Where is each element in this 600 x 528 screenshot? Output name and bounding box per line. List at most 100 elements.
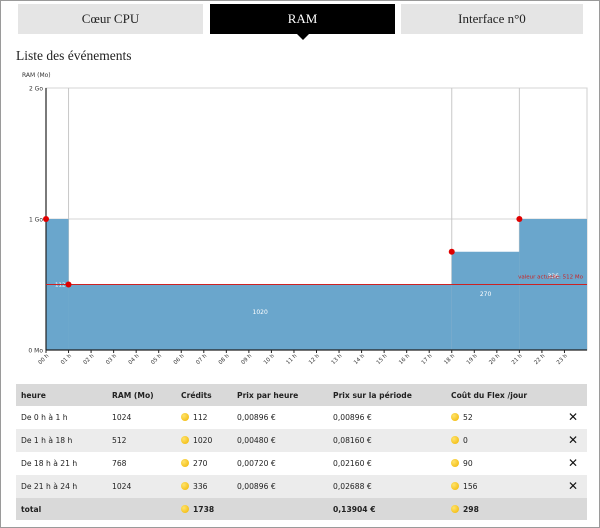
cell-actions: ✕ — [563, 429, 587, 452]
cell-ram: 1024 — [107, 475, 176, 498]
coin-icon — [181, 459, 189, 467]
cell-prix-heure: 0,00896 € — [232, 475, 328, 498]
cell-ram: 1024 — [112, 413, 132, 422]
total-cout-flex: 298 — [446, 498, 563, 520]
coin-icon — [451, 413, 459, 421]
x-tick-label: 13 h — [331, 353, 344, 366]
cell-cout-flex: 52 — [446, 406, 563, 429]
coin-icon — [181, 436, 189, 444]
total-row: total 1738 0,13904 € 298 — [16, 498, 587, 520]
x-tick-label: 01 h — [60, 353, 73, 366]
cell-credits: 270 — [176, 452, 232, 475]
x-tick-label: 06 h — [173, 353, 186, 366]
coin-icon — [181, 482, 189, 490]
x-tick-label: 15 h — [376, 353, 389, 366]
y-tick-label: 0 Mo — [28, 348, 43, 355]
col-cout-flex: Coût du Flex /jour — [446, 384, 563, 406]
x-tick-label: 04 h — [128, 353, 141, 366]
coin-icon — [451, 459, 459, 467]
section-title: Liste des événements — [16, 48, 132, 63]
x-tick-label: 19 h — [466, 353, 479, 366]
data-point — [516, 216, 523, 222]
total-credits: 1738 — [176, 498, 232, 520]
credits-value: 112 — [193, 413, 208, 422]
tab-ram[interactable]: RAM — [210, 4, 395, 40]
credits-value: 270 — [193, 459, 208, 468]
segment-label: 1020 — [253, 309, 268, 316]
x-tick-label: 17 h — [421, 353, 434, 366]
delete-icon[interactable]: ✕ — [568, 456, 579, 470]
area-segment — [451, 251, 520, 350]
flex-value: 298 — [463, 504, 479, 514]
cell-credits: 336 — [176, 475, 232, 498]
delete-icon[interactable]: ✕ — [568, 433, 579, 447]
x-tick-label: 18 h — [443, 353, 456, 366]
credits-value: 1738 — [193, 504, 215, 514]
cell-heure: De 18 h à 21 h — [21, 459, 78, 468]
flex-value: 156 — [463, 482, 478, 491]
cell-credits: 1020 — [176, 429, 232, 452]
col-actions — [563, 384, 587, 406]
flex-value: 52 — [463, 413, 473, 422]
col-heure: heure — [16, 384, 107, 406]
table-row: De 1 h à 18 h 512 1020 0,00480 € 0,08160… — [16, 429, 587, 452]
ram-chart: 0 Mo 1 Go 2 Go RAM (Mo) 00 h 01 h 02 h 03 h 04 h… — [22, 72, 588, 366]
flex-value: 0 — [463, 436, 468, 445]
cell-prix-periode: 0,02688 € — [328, 475, 446, 498]
table-row: De 21 h à 24 h 1024 336 0,00896 € 0,0268… — [16, 475, 587, 498]
cell-prix-periode: 0,00896 € — [333, 413, 372, 422]
cell-credits: 112 — [176, 406, 232, 429]
cell-prix-periode: 0,02160 € — [333, 459, 372, 468]
delete-icon[interactable]: ✕ — [568, 410, 579, 424]
x-tick-label: 07 h — [195, 353, 208, 366]
cell-prix-periode: 0,08160 € — [328, 429, 446, 452]
cell-cout-flex: 90 — [446, 452, 563, 475]
cell-cout-flex: 0 — [446, 429, 563, 452]
flex-value: 90 — [463, 459, 473, 468]
coin-icon — [181, 504, 189, 513]
cell-heure: De 21 h à 24 h — [16, 475, 107, 498]
segment-label: 336 — [547, 273, 559, 280]
x-tick-label: 16 h — [398, 353, 411, 366]
col-credits: Crédits — [176, 384, 232, 406]
coin-icon — [451, 436, 459, 444]
x-tick-label: 23 h — [556, 353, 569, 366]
y-axis-label: RAM (Mo) — [22, 72, 51, 79]
tab-bar: Cœur CPU RAM Interface n°0 — [18, 4, 583, 40]
cell-prix-heure: 0,00480 € — [232, 429, 328, 452]
cell-actions: ✕ — [563, 475, 587, 498]
segment-label: 112 — [55, 283, 66, 289]
total-prix-periode: 0,13904 € — [328, 498, 446, 520]
cell-prix-heure: 0,00896 € — [237, 413, 276, 422]
x-tick-label: 14 h — [353, 353, 366, 366]
x-tick-label: 08 h — [218, 353, 231, 366]
cell-cout-flex: 156 — [446, 475, 563, 498]
x-tick-label: 20 h — [488, 353, 501, 366]
x-tick-label: 05 h — [150, 353, 163, 366]
x-tick-label: 10 h — [263, 353, 276, 366]
coin-icon — [451, 482, 459, 490]
cell-actions — [563, 498, 587, 520]
cell-actions: ✕ — [563, 452, 587, 475]
cell-heure: De 0 h à 1 h — [21, 413, 68, 422]
current-value-label: valeur actuelle: 512 Mo — [518, 275, 583, 281]
cell-heure: De 1 h à 18 h — [16, 429, 107, 452]
tab-interface[interactable]: Interface n°0 — [401, 4, 583, 34]
data-point — [43, 216, 49, 222]
x-tick-label: 22 h — [533, 353, 546, 366]
x-tick-label: 00 h — [38, 353, 51, 366]
table-row: De 18 h à 21 h 768 270 0,00720 € 0,02160… — [16, 452, 587, 475]
y-tick-label: 1 Go — [29, 217, 43, 224]
col-ram: RAM (Mo) — [107, 384, 176, 406]
x-tick-label: 21 h — [511, 353, 524, 366]
y-tick-label: 2 Go — [29, 86, 43, 93]
coin-icon — [451, 504, 459, 513]
x-tick-label: 09 h — [240, 353, 253, 366]
x-tick-label: 12 h — [308, 353, 321, 366]
tab-coeur-cpu[interactable]: Cœur CPU — [18, 4, 203, 34]
data-point — [448, 248, 455, 255]
cell-prix-heure — [232, 498, 328, 520]
cell-ram — [107, 498, 176, 520]
data-point — [65, 281, 72, 288]
delete-icon[interactable]: ✕ — [568, 479, 579, 493]
